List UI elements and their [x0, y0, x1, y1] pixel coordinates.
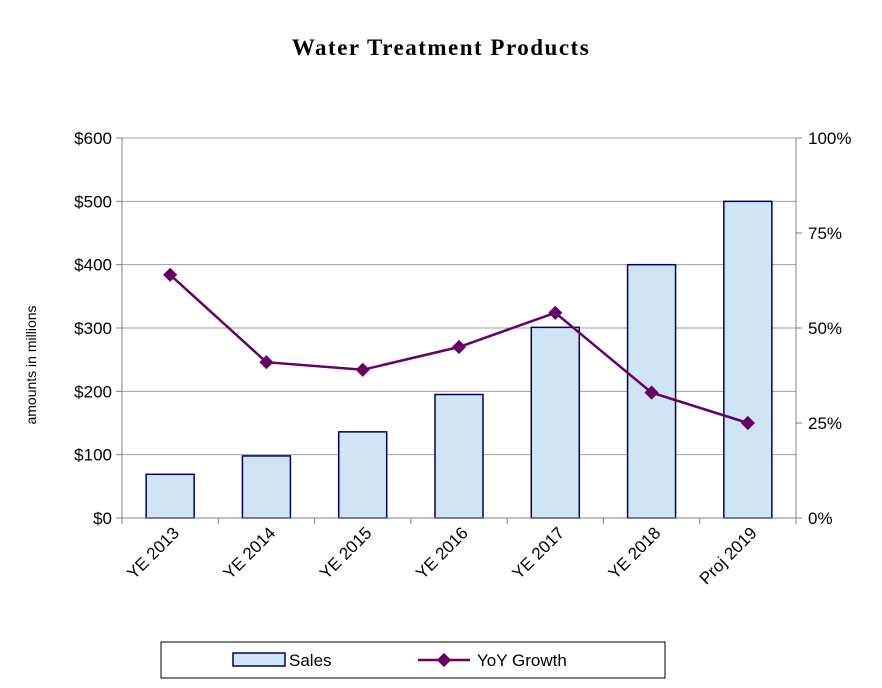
y2-tick-label: 75% — [808, 224, 842, 243]
y-tick-label: $300 — [74, 319, 112, 338]
point-yoy-growth — [163, 267, 178, 282]
point-yoy-growth — [259, 355, 274, 370]
y2-tick-label: 25% — [808, 414, 842, 433]
y2-tick-label: 0% — [808, 509, 833, 528]
x-tick-label: YE 2014 — [220, 523, 280, 583]
bar-sales — [337, 431, 388, 519]
x-tick-label: YE 2018 — [605, 523, 665, 583]
point-yoy-growth — [644, 385, 659, 400]
legend-label-growth: YoY Growth — [477, 651, 567, 670]
x-tick-label: YE 2016 — [412, 523, 472, 583]
y-tick-label: $600 — [74, 129, 112, 148]
y-tick-label: $100 — [74, 446, 112, 465]
legend-swatch-growth-marker — [436, 652, 452, 668]
x-tick-label: YE 2013 — [123, 523, 183, 583]
y-tick-label: $500 — [74, 192, 112, 211]
y-axis-label: amounts in millions — [23, 305, 39, 424]
point-yoy-growth — [355, 362, 370, 377]
x-tick-label: YE 2017 — [509, 523, 569, 583]
legend-swatch-sales — [232, 652, 286, 667]
y2-tick-label: 100% — [808, 129, 851, 148]
x-tick-label: Proj 2019 — [696, 523, 761, 588]
point-yoy-growth — [740, 415, 755, 431]
y-tick-label: $200 — [74, 382, 112, 401]
bar-sales — [145, 473, 195, 519]
bar-sales — [723, 200, 773, 519]
legend: Sales YoY Growth — [160, 641, 666, 679]
x-tick-label: YE 2015 — [316, 523, 376, 583]
y-tick-label: $0 — [93, 509, 112, 528]
bar-sales — [530, 326, 581, 519]
bar-sales — [241, 455, 292, 519]
point-yoy-growth — [451, 339, 467, 355]
bar-sales — [434, 393, 484, 519]
point-yoy-growth — [548, 305, 563, 320]
y2-tick-label: 50% — [808, 319, 842, 338]
y-tick-label: $400 — [74, 256, 112, 275]
legend-label-sales: Sales — [289, 651, 332, 670]
chart-title: Water Treatment Products — [292, 35, 590, 60]
